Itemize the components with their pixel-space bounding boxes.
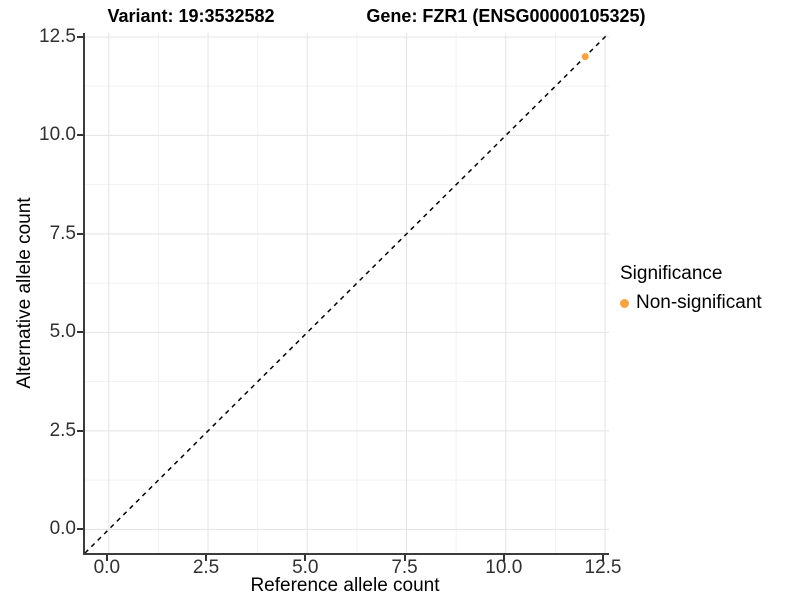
x-axis-tick-mark bbox=[502, 555, 505, 561]
y-axis-tick-mark bbox=[77, 528, 83, 531]
plot-area bbox=[85, 33, 609, 553]
legend-point-icon bbox=[620, 298, 629, 308]
x-axis-tick-label: 10.0 bbox=[485, 557, 523, 578]
y-axis-tick-mark bbox=[77, 35, 83, 38]
x-axis-tick-mark bbox=[105, 555, 108, 561]
identity-line bbox=[85, 33, 609, 553]
x-axis-title: Reference allele count bbox=[250, 575, 440, 596]
x-axis-tick-mark bbox=[403, 555, 406, 561]
y-axis-tick-label: 5.0 bbox=[49, 321, 76, 343]
x-axis-tick-mark bbox=[602, 555, 605, 561]
y-axis-tick-label: 12.5 bbox=[39, 25, 76, 47]
y-axis-title: Alternative allele count bbox=[14, 197, 35, 389]
y-axis-tick-mark bbox=[77, 429, 83, 432]
y-axis-tick-mark bbox=[77, 134, 83, 137]
plot-panel bbox=[83, 33, 609, 555]
x-axis-tick-label: 7.5 bbox=[391, 557, 418, 578]
y-axis-tick-label: 10.0 bbox=[39, 124, 76, 146]
x-axis-tick-label: 5.0 bbox=[292, 557, 319, 578]
variant-title: Variant: 19:3532582 bbox=[107, 6, 275, 26]
x-axis-tick-mark bbox=[304, 555, 307, 561]
y-axis-tick-mark bbox=[77, 331, 83, 334]
legend-entry-label: Non-significant bbox=[636, 292, 762, 313]
gene-title: Gene: FZR1 (ENSG00000105325) bbox=[366, 6, 646, 26]
x-axis-tick-mark bbox=[205, 555, 208, 561]
data-point bbox=[581, 53, 589, 61]
legend: Significance Non-significant bbox=[620, 263, 762, 314]
x-axis-tick-label: 0.0 bbox=[93, 557, 121, 578]
y-axis-tick-mark bbox=[77, 232, 83, 235]
y-axis-tick-label: 7.5 bbox=[49, 222, 76, 244]
x-axis-tick-label: 2.5 bbox=[192, 557, 220, 578]
legend-entry: Non-significant bbox=[620, 292, 762, 314]
legend-title: Significance bbox=[620, 263, 723, 284]
x-axis-tick-label: 12.5 bbox=[584, 557, 622, 578]
y-axis-tick-label: 0.0 bbox=[49, 518, 76, 540]
y-axis-tick-label: 2.5 bbox=[49, 419, 76, 441]
